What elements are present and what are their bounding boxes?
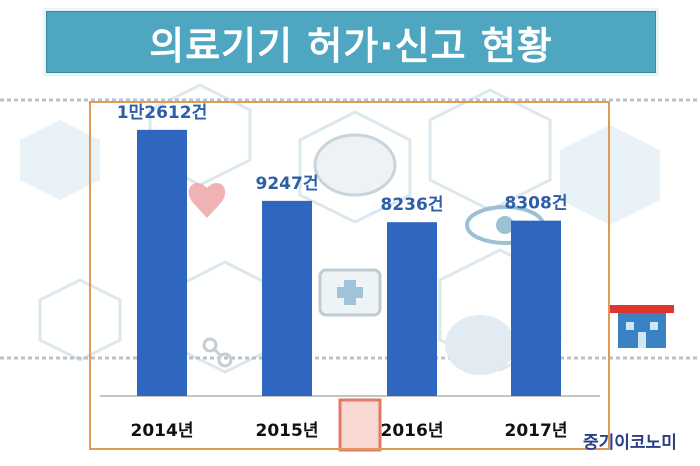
value-label: 8236건 bbox=[381, 195, 444, 215]
chart-title: 의료기기 허가·신고 현황 bbox=[149, 23, 553, 68]
molecule-icon bbox=[202, 337, 233, 368]
x-tick-label: 2016년 bbox=[381, 421, 444, 441]
x-tick-label: 2015년 bbox=[256, 421, 319, 441]
document-icon bbox=[338, 398, 382, 452]
value-label: 1만2612건 bbox=[117, 103, 207, 123]
x-tick-label: 2017년 bbox=[505, 421, 568, 441]
bar-2014년 bbox=[137, 129, 187, 396]
plot-frame bbox=[89, 101, 610, 450]
title-banner: 의료기기 허가·신고 현황 bbox=[46, 11, 656, 73]
hospital-icon bbox=[610, 305, 674, 348]
source-logo: 중기이코노미 bbox=[583, 428, 677, 453]
brain-icon bbox=[313, 133, 397, 197]
source-logo-text: 중기이코노미 bbox=[583, 433, 677, 453]
bar-2017년 bbox=[511, 220, 561, 396]
first-aid-icon bbox=[318, 268, 382, 317]
value-label: 8308건 bbox=[505, 194, 568, 214]
x-tick-label: 2014년 bbox=[131, 421, 194, 441]
value-label: 9247건 bbox=[256, 174, 319, 194]
lungs-icon bbox=[445, 315, 515, 375]
bar-2016년 bbox=[387, 222, 437, 396]
heart-icon bbox=[188, 183, 226, 218]
bar-2015년 bbox=[262, 200, 312, 396]
